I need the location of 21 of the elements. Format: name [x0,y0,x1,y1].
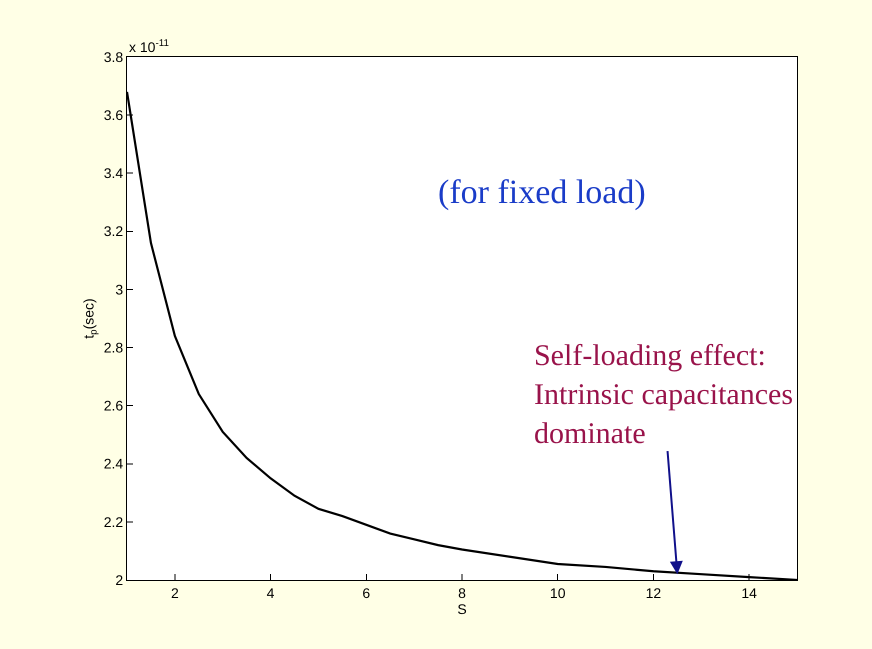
y-tick-label: 2.6 [104,398,124,414]
x-tick-label: 8 [458,584,466,601]
y-tick-label: 3.4 [104,165,124,182]
annotation: (for fixed load) [438,174,646,211]
y-tick-label: 2 [115,572,124,588]
x-tick-label: 2 [170,584,179,601]
y-tick-label: 2.4 [104,456,124,472]
text: x 10$^{-11}$ [129,38,169,55]
x-tick-label: 6 [362,584,370,601]
y-tick-label: 3.6 [104,107,124,124]
x-tick-label: 14 [741,584,758,601]
y-tick-label: 3.2 [104,223,124,240]
y-tick-label: 3.8 [104,48,124,65]
x-tick-label: 12 [646,584,662,601]
annotation: Self-loading effect: Intrinsic capacitances dominate [534,339,794,450]
y-tick-label: 2.2 [104,514,124,530]
x-axis-title: S [457,601,467,618]
y-tick-label: 3 [115,281,124,298]
y-tick-label: 2.8 [104,339,124,356]
x-tick-label: 4 [266,584,275,601]
x-tick-label: 10 [550,584,566,601]
